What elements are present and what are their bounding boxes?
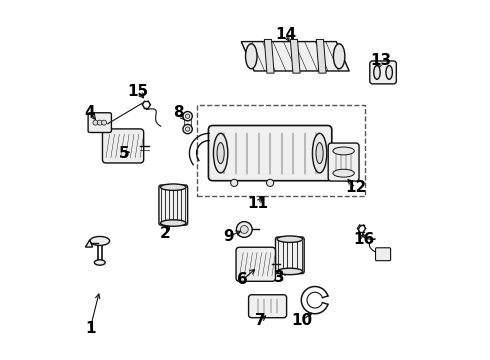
Bar xyxy=(184,116,191,129)
Ellipse shape xyxy=(277,236,303,242)
Polygon shape xyxy=(291,40,300,73)
FancyBboxPatch shape xyxy=(375,248,391,261)
Ellipse shape xyxy=(161,184,186,190)
Circle shape xyxy=(231,179,238,186)
FancyBboxPatch shape xyxy=(88,113,111,132)
Text: 11: 11 xyxy=(247,196,268,211)
Ellipse shape xyxy=(245,44,257,69)
Ellipse shape xyxy=(374,66,380,79)
Text: 3: 3 xyxy=(274,270,284,285)
Polygon shape xyxy=(241,41,349,71)
Text: 10: 10 xyxy=(291,313,312,328)
Text: 13: 13 xyxy=(370,53,391,68)
Ellipse shape xyxy=(316,143,323,163)
Circle shape xyxy=(183,125,192,134)
Circle shape xyxy=(236,222,252,237)
Circle shape xyxy=(101,120,107,125)
FancyBboxPatch shape xyxy=(370,61,396,84)
Ellipse shape xyxy=(214,133,228,173)
Bar xyxy=(196,105,365,196)
FancyBboxPatch shape xyxy=(208,126,332,181)
Polygon shape xyxy=(85,240,93,247)
Text: 8: 8 xyxy=(173,105,184,120)
Ellipse shape xyxy=(333,169,354,177)
Text: 6: 6 xyxy=(238,272,248,287)
Text: 1: 1 xyxy=(85,321,96,336)
Ellipse shape xyxy=(333,44,345,69)
Circle shape xyxy=(186,127,190,131)
Ellipse shape xyxy=(90,237,110,246)
Text: 4: 4 xyxy=(85,105,96,120)
Text: 9: 9 xyxy=(223,229,234,244)
Text: 16: 16 xyxy=(353,232,375,247)
Circle shape xyxy=(183,112,192,121)
Circle shape xyxy=(93,120,98,125)
Ellipse shape xyxy=(217,143,224,163)
FancyBboxPatch shape xyxy=(102,129,144,163)
Polygon shape xyxy=(264,40,274,73)
FancyBboxPatch shape xyxy=(328,143,359,181)
Ellipse shape xyxy=(386,66,392,79)
FancyBboxPatch shape xyxy=(275,237,304,274)
Text: 2: 2 xyxy=(160,226,171,240)
Text: 7: 7 xyxy=(255,313,266,328)
Text: 5: 5 xyxy=(119,145,130,161)
Ellipse shape xyxy=(95,260,105,265)
Ellipse shape xyxy=(277,268,303,275)
Ellipse shape xyxy=(313,133,327,173)
Circle shape xyxy=(267,179,274,186)
Circle shape xyxy=(97,120,102,125)
Ellipse shape xyxy=(161,220,186,226)
FancyBboxPatch shape xyxy=(248,295,287,318)
Text: 12: 12 xyxy=(345,180,366,195)
Circle shape xyxy=(186,114,190,118)
Ellipse shape xyxy=(333,147,354,155)
Polygon shape xyxy=(317,40,326,73)
Text: 15: 15 xyxy=(127,84,148,99)
Text: 14: 14 xyxy=(275,27,296,42)
FancyBboxPatch shape xyxy=(159,185,188,225)
Circle shape xyxy=(240,226,248,233)
FancyBboxPatch shape xyxy=(236,247,275,281)
